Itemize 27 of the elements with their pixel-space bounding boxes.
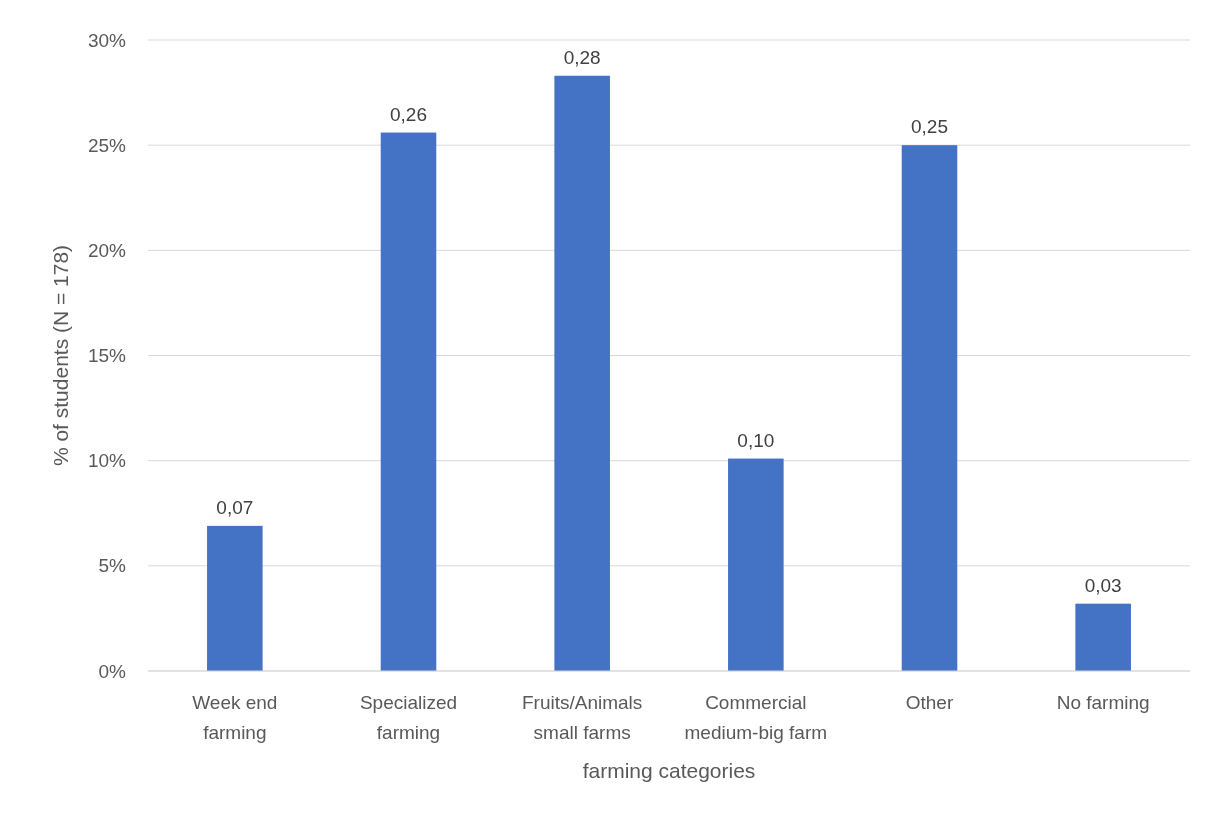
x-tick-label: Specialized farming — [359, 692, 458, 743]
data-label: 0,28 — [563, 46, 601, 68]
y-tick-label: 10% — [87, 450, 127, 472]
y-tick-label: 5% — [98, 555, 127, 577]
y-axis-title: % of students (N = 178) — [49, 244, 72, 467]
bar — [728, 458, 784, 671]
data-label: 0,26 — [390, 103, 427, 125]
bar — [380, 132, 437, 671]
y-tick-label: 15% — [87, 345, 127, 367]
bar — [1075, 603, 1131, 671]
y-tick-label: 0% — [98, 660, 127, 682]
data-label: 0,07 — [216, 496, 254, 518]
data-label: 0,03 — [1084, 574, 1122, 596]
x-tick-label: Week end farming — [192, 692, 278, 743]
x-tick-label: Other — [905, 692, 954, 713]
x-tick-label: No farming — [1056, 692, 1150, 713]
bar — [207, 525, 263, 671]
x-tick-label: Fruits/Animals small farms — [521, 692, 643, 743]
x-axis-title: farming categories — [582, 759, 756, 782]
data-label: 0,25 — [911, 116, 948, 138]
y-tick-label: 25% — [87, 134, 127, 156]
x-tick-label: Commercial medium-big farm — [684, 692, 828, 743]
y-tick-label: 20% — [87, 239, 127, 261]
bar — [901, 145, 958, 671]
y-tick-label: 30% — [87, 29, 127, 51]
bar — [554, 75, 610, 671]
data-label: 0,10 — [737, 429, 775, 451]
